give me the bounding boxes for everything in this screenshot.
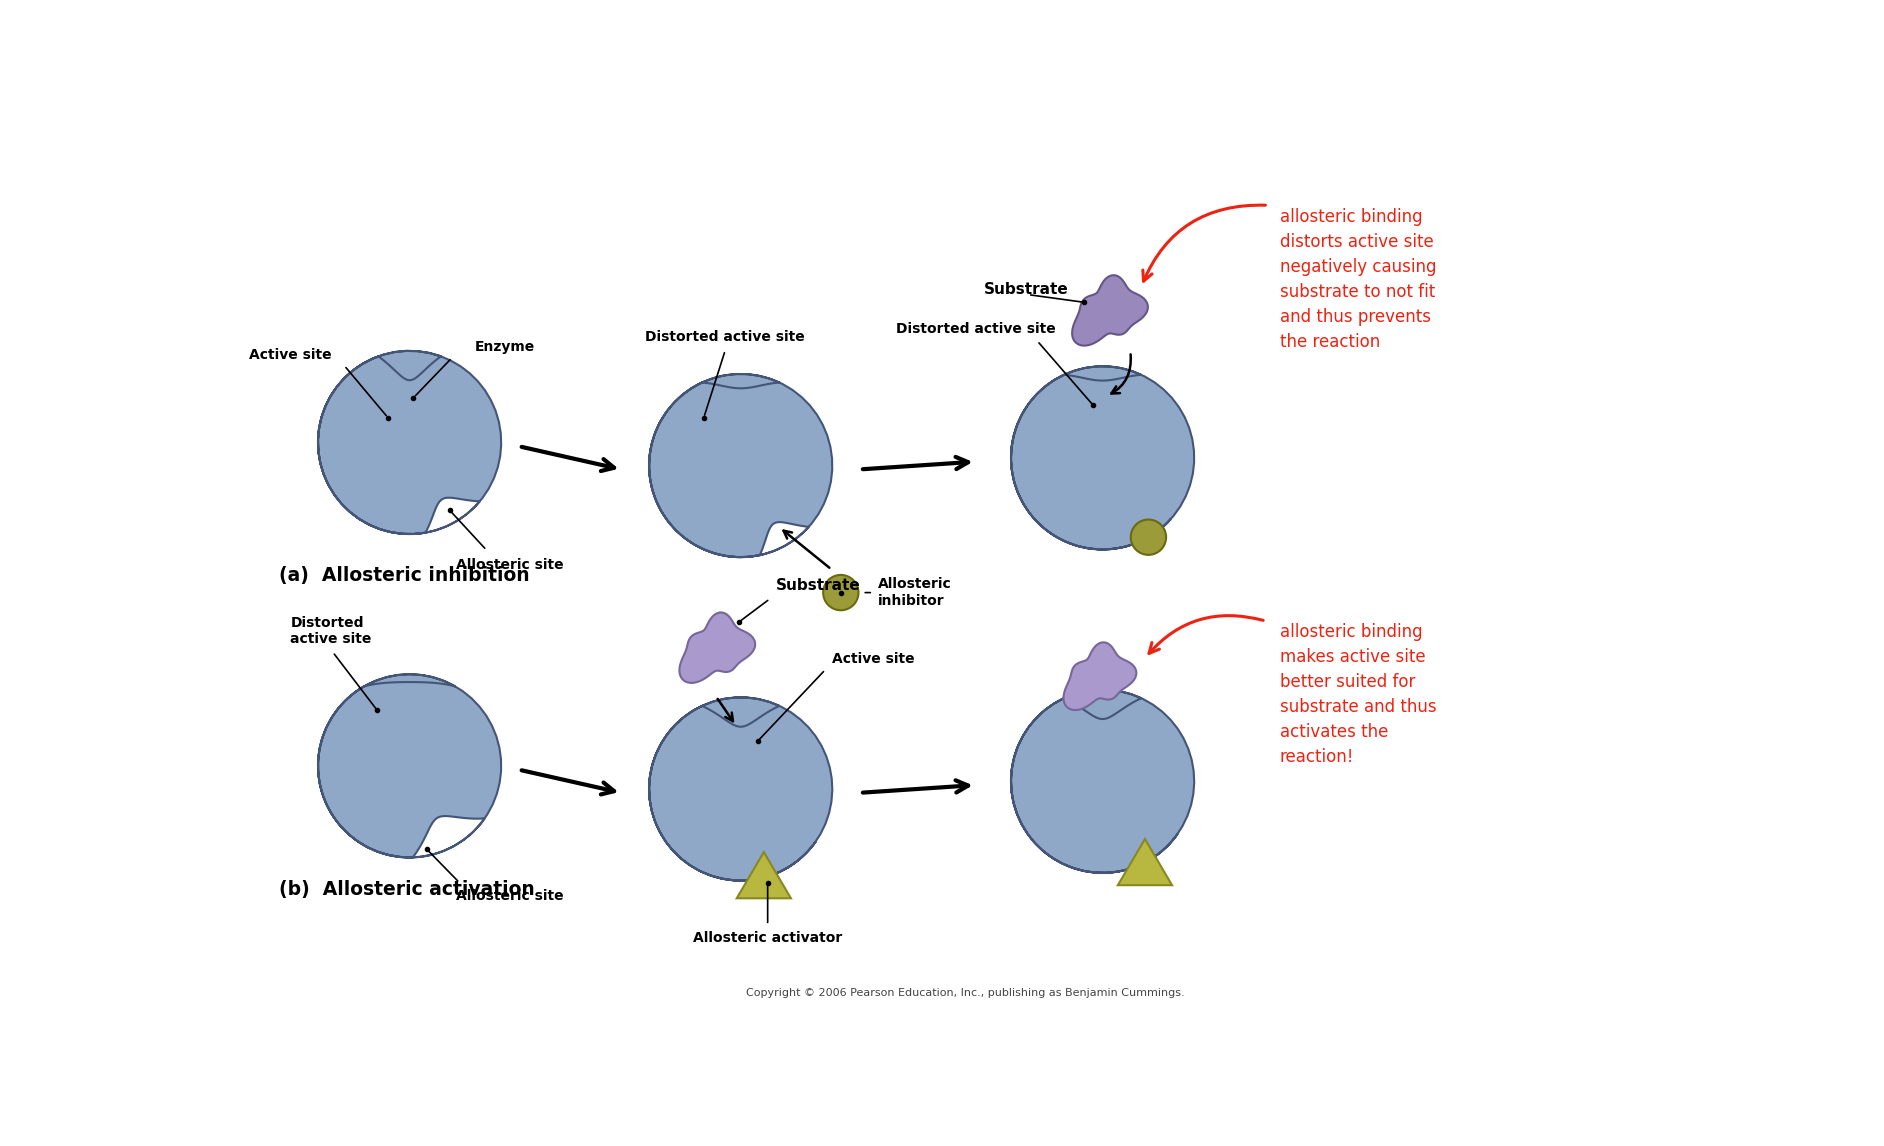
Text: Allosteric site: Allosteric site bbox=[456, 889, 563, 903]
Text: Substrate: Substrate bbox=[776, 579, 861, 594]
Text: Substrate: Substrate bbox=[983, 282, 1068, 298]
Polygon shape bbox=[1117, 839, 1172, 885]
Polygon shape bbox=[737, 853, 791, 898]
Text: Allosteric activator: Allosteric activator bbox=[693, 931, 842, 944]
Polygon shape bbox=[318, 351, 501, 534]
Text: Distorted active site: Distorted active site bbox=[895, 322, 1055, 336]
Text: Distorted
active site: Distorted active site bbox=[290, 617, 371, 646]
Circle shape bbox=[823, 575, 859, 611]
Text: allosteric binding
makes active site
better suited for
substrate and thus
activa: allosteric binding makes active site bet… bbox=[1279, 623, 1436, 767]
Text: Allosteric site: Allosteric site bbox=[456, 558, 563, 572]
Polygon shape bbox=[1072, 275, 1147, 346]
Text: Copyright © 2006 Pearson Education, Inc., publishing as Benjamin Cummings.: Copyright © 2006 Pearson Education, Inc.… bbox=[746, 988, 1185, 998]
Polygon shape bbox=[1012, 367, 1194, 549]
Text: Distorted active site: Distorted active site bbox=[646, 330, 804, 344]
Circle shape bbox=[1130, 519, 1166, 555]
Polygon shape bbox=[650, 698, 833, 880]
Polygon shape bbox=[650, 374, 833, 557]
Text: Active site: Active site bbox=[831, 652, 914, 666]
Text: (b)  Allosteric activation: (b) Allosteric activation bbox=[279, 880, 535, 898]
Polygon shape bbox=[680, 612, 755, 683]
Polygon shape bbox=[318, 674, 501, 857]
Text: allosteric binding
distorts active site
negatively causing
substrate to not fit
: allosteric binding distorts active site … bbox=[1279, 207, 1436, 351]
Text: (a)  Allosteric inhibition: (a) Allosteric inhibition bbox=[279, 566, 529, 584]
Text: Allosteric
inhibitor: Allosteric inhibitor bbox=[878, 578, 951, 607]
Text: Active site: Active site bbox=[249, 347, 332, 362]
Text: Enzyme: Enzyme bbox=[475, 340, 535, 354]
Polygon shape bbox=[1064, 643, 1136, 711]
Polygon shape bbox=[1012, 690, 1194, 873]
